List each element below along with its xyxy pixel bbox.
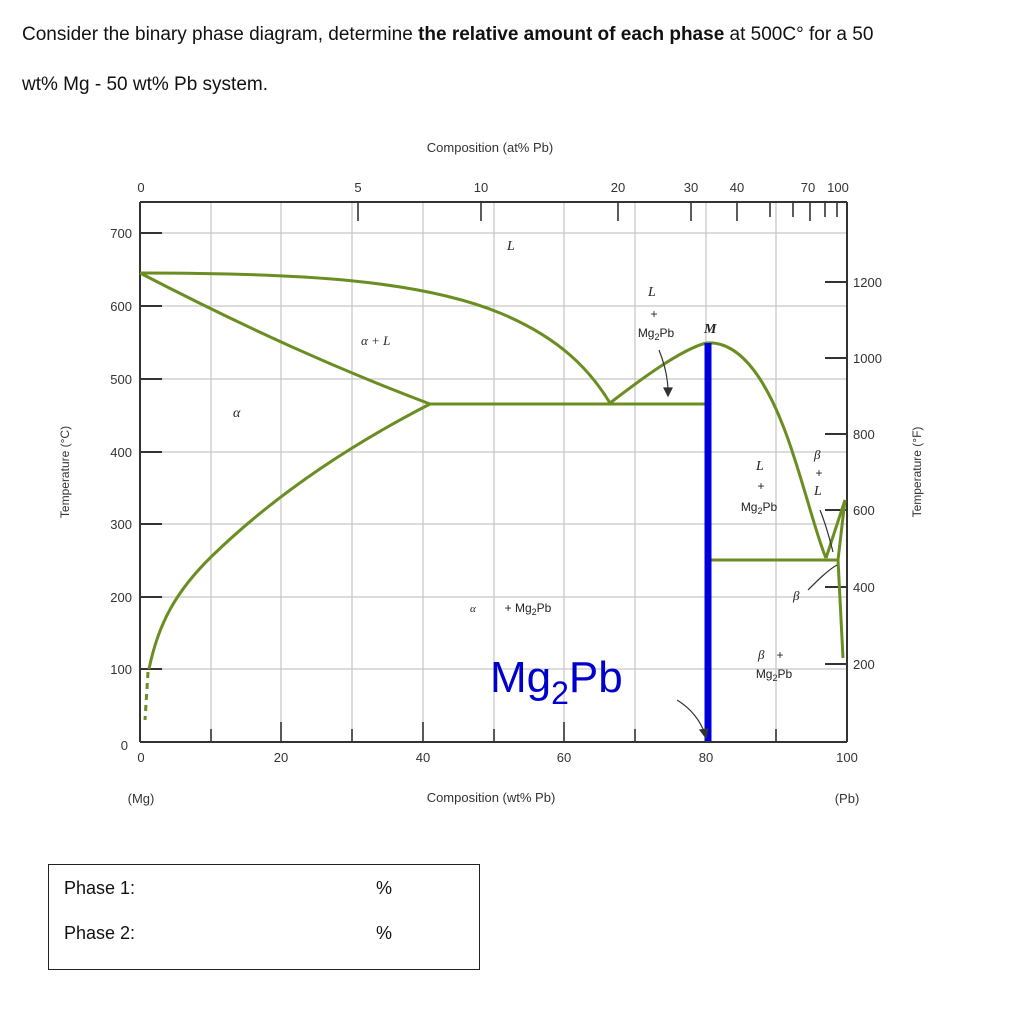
question-line-2: wt% Mg - 50 wt% Pb system.	[22, 74, 269, 95]
answer-box: Phase 1: % Phase 2: %	[48, 864, 480, 970]
svg-text:α + L: α + L	[361, 333, 390, 348]
question-line-1: Consider the binary phase diagram, deter…	[22, 24, 874, 45]
svg-text:5: 5	[354, 180, 361, 195]
svg-text:400: 400	[853, 580, 875, 595]
phase-2-percent-sign: %	[376, 923, 393, 943]
question-emphasis: the relative amount of each phase	[418, 24, 725, 45]
svg-text:80: 80	[699, 750, 713, 765]
svg-text:β: β	[757, 647, 765, 662]
svg-text:L: L	[813, 484, 822, 499]
svg-text:Mg2Pb: Mg2Pb	[638, 326, 675, 342]
phase-1-label: Phase 1:	[64, 878, 136, 898]
svg-text:600: 600	[853, 503, 875, 518]
svg-text:(Mg): (Mg)	[128, 791, 155, 806]
svg-text:Composition (wt% Pb): Composition (wt% Pb)	[427, 790, 556, 805]
svg-text:1200: 1200	[853, 275, 882, 290]
phase-2-input[interactable]	[164, 921, 368, 947]
annotation-arrows	[658, 349, 838, 740]
phase-labels-sans: + Mg2Pb + Mg2Pb + + Mg2Pb + Mg2Pb	[505, 307, 823, 683]
answer-row-phase-1: Phase 1: %	[64, 876, 392, 902]
top-axis-ticks	[357, 202, 838, 221]
svg-text:α: α	[470, 603, 476, 615]
svg-text:0: 0	[137, 750, 144, 765]
svg-text:+: +	[650, 307, 657, 321]
svg-text:40: 40	[416, 750, 430, 765]
svg-text:200: 200	[110, 590, 132, 605]
right-axis-title: Temperature (°F)	[910, 427, 924, 518]
left-axis-labels: 700 600 500 400 300 200 100 0	[110, 226, 132, 753]
svg-text:100: 100	[827, 180, 849, 195]
svg-text:L: L	[647, 285, 656, 300]
svg-text:0: 0	[137, 180, 144, 195]
phase-1-input[interactable]	[164, 876, 368, 902]
top-axis-labels: Composition (at% Pb) 0 5 10 20 30 40 70 100	[137, 140, 848, 195]
svg-text:+: +	[757, 479, 764, 493]
left-axis-ticks	[140, 232, 162, 670]
right-axis-ticks	[825, 281, 847, 665]
svg-text:400: 400	[110, 445, 132, 460]
svg-text:β: β	[792, 588, 800, 603]
phase-2-label: Phase 2:	[64, 923, 136, 943]
svg-text:1000: 1000	[853, 351, 882, 366]
svg-text:+ Mg2Pb: + Mg2Pb	[505, 601, 552, 617]
phase-labels: L α + L α L M L β L β α β	[233, 239, 822, 662]
svg-text:100: 100	[836, 750, 858, 765]
mg2pb-big-label: Mg2Pb	[490, 653, 623, 711]
svg-text:M: M	[703, 322, 717, 337]
svg-text:0: 0	[121, 738, 128, 753]
svg-text:200: 200	[853, 657, 875, 672]
grid-lines	[140, 202, 847, 742]
svg-text:70: 70	[801, 180, 815, 195]
phase-boundaries	[139, 271, 847, 721]
svg-text:600: 600	[110, 299, 132, 314]
svg-text:+: +	[815, 466, 822, 480]
right-axis-labels: 1200 1000 800 600 400 200	[853, 275, 882, 672]
svg-text:Mg2Pb: Mg2Pb	[741, 500, 778, 516]
svg-text:30: 30	[684, 180, 698, 195]
svg-text:500: 500	[110, 372, 132, 387]
svg-text:β: β	[813, 447, 821, 462]
svg-text:Mg2Pb: Mg2Pb	[756, 667, 793, 683]
svg-text:10: 10	[474, 180, 488, 195]
left-axis-title: Temperature (°C)	[58, 426, 72, 518]
svg-text:60: 60	[557, 750, 571, 765]
bottom-axis-labels: 0 20 40 60 80 100 (Mg) (Pb) Composition (wt% …	[128, 750, 860, 806]
svg-text:L: L	[506, 239, 515, 254]
svg-text:20: 20	[274, 750, 288, 765]
question-text: Consider the binary phase diagram, deter…	[22, 10, 1012, 110]
svg-text:Composition (at% Pb): Composition (at% Pb)	[427, 140, 553, 155]
phase-1-percent-sign: %	[376, 878, 393, 898]
svg-text:40: 40	[730, 180, 744, 195]
answer-row-phase-2: Phase 2: %	[64, 921, 392, 947]
svg-text:300: 300	[110, 517, 132, 532]
svg-text:800: 800	[853, 427, 875, 442]
svg-text:+: +	[776, 648, 783, 662]
svg-text:20: 20	[611, 180, 625, 195]
svg-text:α: α	[233, 406, 241, 421]
svg-text:700: 700	[110, 226, 132, 241]
svg-text:(Pb): (Pb)	[835, 791, 860, 806]
svg-text:L: L	[755, 459, 764, 474]
svg-text:100: 100	[110, 662, 132, 677]
